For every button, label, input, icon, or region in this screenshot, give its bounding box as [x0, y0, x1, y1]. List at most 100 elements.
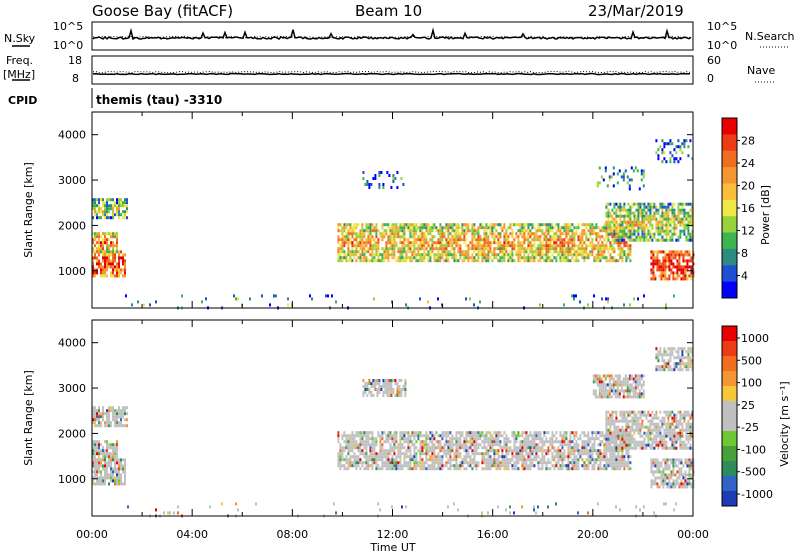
echo-cell [531, 223, 534, 227]
echo-cell [378, 174, 381, 177]
echo-cell [407, 241, 410, 245]
echo-cell [445, 464, 448, 468]
echo-cell [623, 205, 626, 209]
echo-cell [377, 259, 380, 263]
echo-cell [659, 205, 662, 209]
echo-cell [665, 226, 668, 230]
echo-cell [361, 431, 364, 435]
echo-cell [652, 458, 655, 462]
echo-cell [341, 455, 344, 459]
echo-cell [614, 380, 617, 384]
echo-cell [457, 241, 460, 245]
echo-cell [118, 473, 120, 477]
echo-cell [473, 452, 476, 456]
echo-cell [593, 464, 596, 468]
echo-cell [98, 482, 100, 486]
echo-cell [116, 238, 118, 242]
echo-cell [691, 413, 694, 417]
echo-cell [549, 461, 552, 465]
echo-cell [683, 220, 686, 224]
echo-cell [610, 386, 613, 390]
echo-cell [509, 241, 512, 245]
echo-cell [499, 431, 502, 435]
echo-cell [465, 229, 468, 233]
echo-cell [92, 256, 94, 260]
echo-cell [435, 247, 438, 251]
echo-cell [481, 250, 484, 254]
echo-cell [449, 244, 452, 248]
echo-cell [419, 434, 422, 438]
echo-cell [122, 210, 124, 214]
echo-cell [602, 383, 605, 387]
echo-cell [679, 208, 682, 212]
echo-cell [575, 440, 578, 444]
echo-cell [361, 452, 364, 456]
echo-cell [112, 458, 114, 462]
echo-cell [575, 434, 578, 438]
echo-cell [96, 256, 98, 260]
echo-cell [381, 256, 384, 260]
echo-cell [399, 250, 402, 254]
echo-cell [641, 419, 644, 423]
echo-cell [453, 464, 456, 468]
echo-cell [683, 446, 686, 450]
echo-cell [118, 461, 120, 465]
echo-cell [345, 446, 348, 450]
echo-cell [375, 232, 378, 236]
echo-cell [653, 422, 656, 426]
echo-cell [561, 256, 564, 260]
echo-cell [684, 268, 687, 272]
echo-cell [658, 250, 661, 254]
echo-cell [587, 461, 590, 465]
echo-cell [657, 157, 660, 161]
echo-cell [649, 205, 652, 209]
echo-cell [441, 446, 444, 450]
echo-cell [635, 422, 638, 426]
echo-cell [469, 437, 472, 441]
echo-cell [650, 256, 653, 260]
echo-cell [361, 437, 364, 441]
echo-cell [437, 259, 440, 263]
echo-cell [601, 458, 604, 462]
echo-cell [455, 446, 458, 450]
echo-cell [363, 455, 366, 459]
echo-cell [449, 446, 452, 450]
echo-cell [615, 434, 618, 438]
echo-cell [407, 256, 410, 260]
echo-cell [92, 259, 94, 263]
echo-cell [112, 256, 114, 260]
echo-cell [347, 458, 350, 462]
echo-cell [347, 223, 350, 227]
echo-cell [684, 274, 687, 278]
echo-cell [608, 386, 611, 390]
echo-cell [686, 461, 689, 465]
echo-cell [685, 226, 688, 230]
echo-cell [118, 415, 120, 419]
echo-cell [359, 256, 362, 260]
echo-cell [92, 443, 94, 447]
echo-cell [625, 410, 628, 414]
noise-left-tick-bottom: 10^0 [53, 39, 83, 52]
echo-cell [497, 434, 500, 438]
echo-cell [413, 223, 416, 227]
echo-cell [686, 485, 689, 489]
echo-cell [607, 220, 610, 224]
echo-cell [650, 482, 653, 486]
echo-cell [670, 271, 673, 275]
echo-cell [118, 421, 120, 425]
echo-cell [477, 253, 480, 257]
echo-cell [683, 208, 686, 212]
echo-cell [469, 443, 472, 447]
echo-cell [491, 250, 494, 254]
echo-cell [547, 232, 550, 236]
echo-cell [489, 241, 492, 245]
echo-cell [551, 458, 554, 462]
echo-cell [471, 253, 474, 257]
echo-cell [106, 412, 108, 416]
echo-cell [435, 229, 438, 233]
echo-cell [553, 440, 556, 444]
echo-cell [577, 467, 580, 471]
echo-cell [437, 461, 440, 465]
echo-cell [583, 241, 586, 245]
echo-cell [339, 256, 342, 260]
